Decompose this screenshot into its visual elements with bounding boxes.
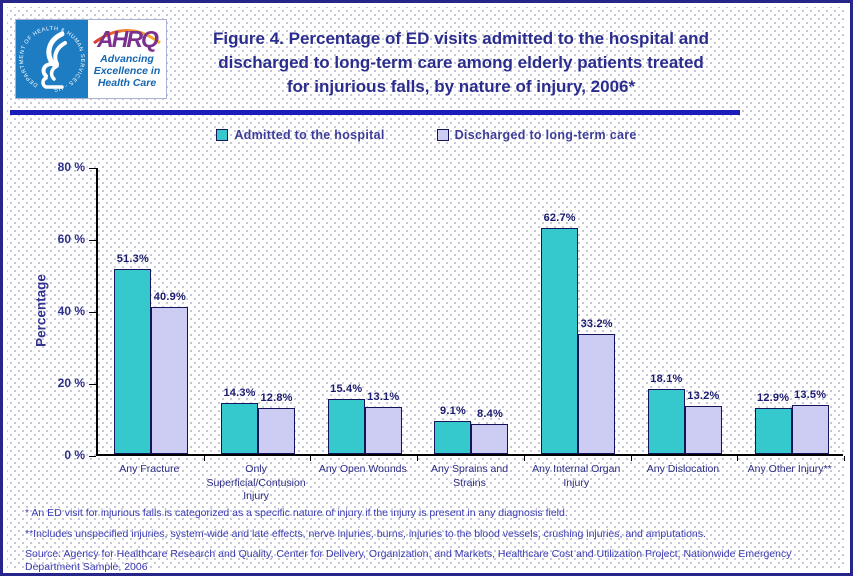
y-tick-label: 60 % bbox=[57, 232, 85, 246]
bar-value-label: 51.3% bbox=[116, 253, 149, 265]
y-tick-label: 40 % bbox=[57, 304, 85, 318]
bar-group: 15.4% 13.1% bbox=[311, 168, 418, 454]
bar-value-label: 14.3% bbox=[223, 387, 256, 399]
bar-discharged bbox=[471, 424, 509, 454]
bar-discharged bbox=[791, 405, 829, 454]
y-axis-tick bbox=[89, 311, 96, 313]
bar-group: 18.1% 13.2% bbox=[632, 168, 739, 454]
legend-label-discharged: Discharged to long-term care bbox=[454, 128, 637, 142]
bar-group: 12.9% 13.5% bbox=[738, 168, 845, 454]
bar-value-label: 13.5% bbox=[794, 389, 827, 401]
bar-discharged bbox=[364, 407, 402, 454]
ahrq-acronym: AHRQ bbox=[97, 26, 159, 52]
x-axis-tick bbox=[737, 456, 739, 461]
y-axis-tick bbox=[89, 167, 96, 169]
y-axis-tick bbox=[89, 383, 96, 385]
bar-discharged bbox=[258, 408, 296, 454]
bar-value-label: 18.1% bbox=[650, 373, 683, 385]
y-tick-label: 80 % bbox=[57, 160, 85, 174]
footnote-asterisk: * An ED visit for injurious falls is cat… bbox=[25, 507, 568, 519]
x-axis-tick bbox=[203, 456, 205, 461]
footnotes: * An ED visit for injurious falls is cat… bbox=[25, 507, 837, 573]
footnote-source: Source: Agency for Healthcare Research a… bbox=[25, 548, 792, 573]
chart-legend: Admitted to the hospital Discharged to l… bbox=[3, 128, 850, 142]
legend-swatch-admitted-icon bbox=[216, 129, 229, 141]
category-label: Any Sprains and Strains bbox=[430, 463, 509, 489]
bar-value-label: 9.1% bbox=[440, 405, 466, 417]
bar-admitted bbox=[541, 228, 579, 454]
figure-title: Figure 4. Percentage of ED visits admitt… bbox=[178, 27, 744, 98]
bar-discharged bbox=[684, 406, 722, 454]
category-label: Only Superficial/Contusion Injury bbox=[206, 463, 306, 503]
bar-value-label: 12.8% bbox=[260, 392, 293, 404]
bar-admitted bbox=[221, 403, 259, 454]
bar-admitted bbox=[114, 269, 152, 454]
ahrq-logo: AHRQ Advancing Excellence in Health Care bbox=[88, 20, 166, 98]
y-axis-tick bbox=[89, 455, 96, 457]
bar-admitted bbox=[327, 399, 365, 454]
bar-group: 9.1% 8.4% bbox=[418, 168, 525, 454]
bar-group: 62.7% 33.2% bbox=[525, 168, 632, 454]
category-label: Any Open Wounds bbox=[318, 463, 407, 475]
bar-admitted bbox=[647, 389, 685, 454]
bar-value-label: 13.1% bbox=[367, 391, 400, 403]
figure-title-line-2: discharged to long-term care among elder… bbox=[218, 52, 704, 72]
category-label: Any Dislocation bbox=[646, 463, 720, 475]
bar-value-label: 13.2% bbox=[687, 390, 720, 402]
y-axis-tick bbox=[89, 239, 96, 241]
bar-value-label: 33.2% bbox=[580, 318, 613, 330]
ahrq-hhs-logo: DEPARTMENT OF HEALTH & HUMAN SERVICES - … bbox=[15, 19, 167, 99]
bar-group: 51.3% 40.9% bbox=[98, 168, 205, 454]
legend-item-admitted: Admitted to the hospital bbox=[216, 128, 384, 142]
bar-value-label: 12.9% bbox=[757, 392, 790, 404]
hhs-logo-icon: DEPARTMENT OF HEALTH & HUMAN SERVICES - … bbox=[16, 20, 88, 98]
bar-group: 14.3% 12.8% bbox=[205, 168, 312, 454]
bar-admitted bbox=[754, 408, 792, 454]
category-label: Any Fracture bbox=[119, 463, 180, 475]
legend-label-admitted: Admitted to the hospital bbox=[234, 128, 385, 142]
bar-value-label: 62.7% bbox=[543, 212, 576, 224]
x-axis-category-labels: Any Fracture Only Superficial/Contusion I… bbox=[96, 463, 843, 504]
figure-title-line-3: for injurious falls, by nature of injury… bbox=[286, 76, 636, 96]
bar-value-label: 8.4% bbox=[477, 408, 503, 420]
bar-value-label: 40.9% bbox=[153, 291, 186, 303]
legend-swatch-discharged-icon bbox=[436, 129, 449, 141]
ahrq-rainbow-arc bbox=[93, 29, 161, 44]
x-axis-tick bbox=[844, 456, 845, 461]
x-axis-tick bbox=[310, 456, 312, 461]
bar-admitted bbox=[434, 421, 472, 454]
bar-discharged bbox=[578, 334, 616, 454]
bar-discharged bbox=[151, 307, 189, 454]
figure-title-line-1: Figure 4. Percentage of ED visits admitt… bbox=[213, 29, 709, 48]
legend-item-discharged: Discharged to long-term care bbox=[436, 128, 637, 142]
y-tick-label: 0 % bbox=[64, 448, 85, 462]
x-axis-tick bbox=[417, 456, 419, 461]
x-axis-tick bbox=[523, 456, 525, 461]
header-divider-rule bbox=[10, 110, 740, 115]
y-tick-label: 20 % bbox=[57, 376, 85, 390]
category-label: Any Other Injury** bbox=[747, 463, 832, 475]
ahrq-tagline: Advancing Excellence in Health Care bbox=[93, 53, 161, 90]
footnote-double-asterisk: **Includes unspecified injuries, system-… bbox=[25, 527, 706, 540]
plot-area: 0 % 20 % 40 % 60 % 80 % 51.3% 40.9% 14.3% 12.8% 1… bbox=[58, 160, 845, 462]
category-label: Any Internal Organ Injury bbox=[532, 463, 621, 489]
bar-value-label: 15.4% bbox=[330, 383, 363, 395]
x-axis-tick bbox=[630, 456, 632, 461]
